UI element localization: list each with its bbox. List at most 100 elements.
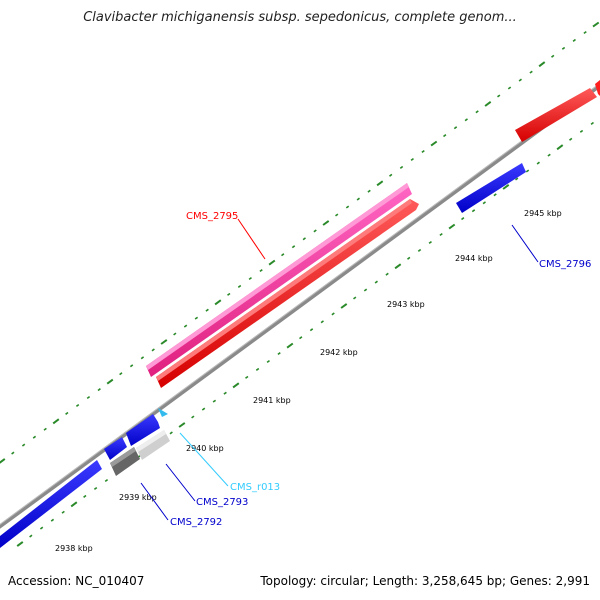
minor-tick [97,388,101,392]
minor-tick [417,248,422,252]
kbp-label-2940: 2940 kbp [186,444,224,453]
minor-tick [129,364,134,368]
pseudo-gene-dark[interactable] [110,447,140,476]
topology-summary: Topology: circular; Length: 3,258,645 bp… [260,574,590,588]
minor-tick [345,205,350,209]
minor-tick [212,399,217,403]
kbp-label-2938: 2938 kbp [55,544,93,553]
kbp-label-2941: 2941 kbp [253,396,291,405]
gene-cms-2795[interactable] [156,199,419,388]
minor-tick [223,391,227,395]
minor-tick [309,328,314,332]
minor-tick [461,217,465,221]
minor-tick [529,70,533,74]
gene-cms-2792[interactable] [104,437,127,460]
minor-tick [61,510,65,514]
minor-tick [497,94,501,98]
minor-tick [385,272,389,276]
leader-cms-r013 [179,432,229,487]
minor-tick [183,324,188,328]
minor-tick [245,375,249,379]
minor-tick [590,121,594,125]
major-tick [268,259,276,266]
minor-tick [482,201,486,205]
leader-cms-2796 [511,224,539,263]
gene-label-cms-2795[interactable]: CMS_2795 [186,211,238,222]
gene-cms-r013[interactable] [158,408,168,417]
gene-cms-2796[interactable] [456,163,526,213]
minor-tick [21,443,26,447]
minor-tick [302,237,306,241]
minor-tick [299,336,303,340]
pseudo-gene-light[interactable] [136,430,170,460]
minor-tick [169,431,173,435]
gene-label-cms-r013[interactable]: CMS_r013 [230,482,280,493]
minor-tick [75,403,80,407]
major-tick [178,422,186,428]
minor-tick [439,232,443,237]
minor-tick [320,320,324,324]
leader-cms-2792 [140,482,169,521]
minor-tick [277,352,281,356]
major-tick [232,382,240,389]
minor-tick [50,518,55,522]
major-tick [376,180,384,187]
minor-tick [551,54,555,58]
major-tick [502,184,510,190]
gene-blue-lower-left[interactable] [0,460,102,548]
major-tick [70,501,78,508]
genome-backbone-highlight [0,82,600,525]
minor-tick [583,30,587,35]
major-tick [538,61,546,68]
minor-tick [140,356,145,360]
minor-tick [291,245,296,249]
major-tick [340,303,348,309]
leader-cms-2795 [237,218,266,260]
minor-tick [493,193,497,197]
minor-tick [255,367,260,371]
minor-tick [39,526,44,530]
minor-tick [248,276,252,281]
minor-tick [29,534,33,538]
minor-tick [475,110,479,114]
genome-title: Clavibacter michiganensis subsp. sepedon… [83,10,517,25]
genome-backbone [0,82,600,529]
kbp-label-2945: 2945 kbp [524,209,562,218]
minor-tick [561,46,566,50]
minor-tick [374,280,378,284]
minor-tick [32,435,37,439]
minor-tick [83,494,87,498]
minor-tick [65,411,69,415]
minor-tick [428,240,432,244]
gene-label-cms-2792[interactable]: CMS_2792 [170,517,222,528]
minor-tick [367,189,371,193]
minor-tick [313,229,317,233]
major-tick [52,418,60,425]
minor-tick [205,308,209,312]
gene-cms-2795-match[interactable] [146,183,412,377]
major-tick [556,144,564,151]
gene-label-cms-2796[interactable]: CMS_2796 [539,259,591,270]
minor-tick [389,173,393,177]
major-tick [448,223,456,230]
minor-tick [410,157,414,161]
major-tick [322,220,330,226]
gene-cms-2793[interactable] [126,414,160,446]
gene-red-upper[interactable] [515,80,600,142]
minor-tick [547,153,551,157]
minor-tick [335,213,339,217]
minor-tick [237,284,242,288]
kbp-label-2944: 2944 kbp [455,254,493,263]
minor-tick [259,269,263,273]
minor-tick [104,478,109,483]
minor-tick [119,372,123,376]
gene-label-cms-2793[interactable]: CMS_2793 [196,497,248,508]
minor-tick [471,209,476,213]
minor-tick [572,38,576,42]
minor-tick [43,427,47,431]
minor-tick [86,395,91,400]
minor-tick [525,169,530,173]
major-tick [286,342,294,349]
major-tick [214,299,222,306]
